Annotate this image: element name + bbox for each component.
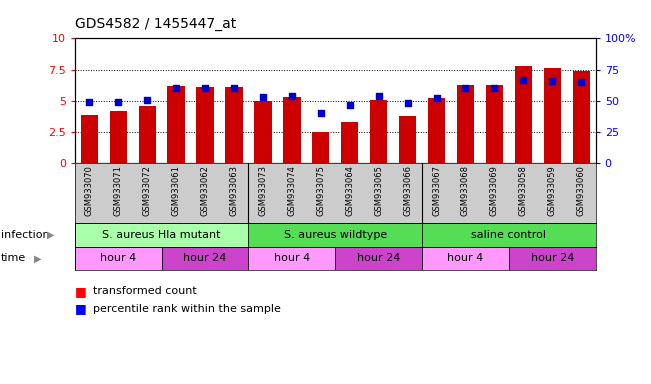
- Text: GSM933069: GSM933069: [490, 165, 499, 216]
- Text: GSM933062: GSM933062: [201, 165, 210, 216]
- Point: [229, 85, 239, 91]
- Bar: [544, 68, 561, 163]
- Text: percentile rank within the sample: percentile rank within the sample: [93, 304, 281, 314]
- Bar: [312, 132, 329, 163]
- Text: hour 4: hour 4: [100, 253, 137, 263]
- Bar: [225, 87, 243, 163]
- Text: GSM933059: GSM933059: [547, 165, 557, 216]
- Text: GSM933071: GSM933071: [114, 165, 123, 216]
- Text: GSM933072: GSM933072: [143, 165, 152, 216]
- Bar: [399, 116, 416, 163]
- Text: GSM933067: GSM933067: [432, 165, 441, 216]
- Bar: [81, 114, 98, 163]
- Point: [374, 93, 384, 99]
- Text: S. aureus Hla mutant: S. aureus Hla mutant: [102, 230, 221, 240]
- Text: ▶: ▶: [47, 230, 55, 240]
- Text: GSM933070: GSM933070: [85, 165, 94, 216]
- Point: [84, 99, 94, 105]
- Bar: [509, 247, 596, 270]
- Bar: [167, 86, 185, 163]
- Text: S. aureus wildtype: S. aureus wildtype: [284, 230, 387, 240]
- Bar: [197, 87, 214, 163]
- Point: [258, 94, 268, 100]
- Text: GDS4582 / 1455447_at: GDS4582 / 1455447_at: [75, 17, 236, 31]
- Bar: [428, 98, 445, 163]
- Bar: [139, 106, 156, 163]
- Text: ■: ■: [75, 302, 87, 315]
- Text: infection: infection: [1, 230, 49, 240]
- Bar: [572, 71, 590, 163]
- Point: [113, 99, 124, 105]
- Point: [547, 78, 557, 84]
- Bar: [161, 247, 249, 270]
- Bar: [515, 66, 532, 163]
- Bar: [249, 247, 335, 270]
- Bar: [422, 223, 596, 247]
- Point: [200, 85, 210, 91]
- Text: hour 4: hour 4: [273, 253, 310, 263]
- Text: ▶: ▶: [34, 253, 42, 263]
- Text: GSM933073: GSM933073: [258, 165, 268, 216]
- Text: time: time: [1, 253, 26, 263]
- Text: hour 4: hour 4: [447, 253, 484, 263]
- Bar: [109, 111, 127, 163]
- Text: hour 24: hour 24: [531, 253, 574, 263]
- Bar: [370, 99, 387, 163]
- Text: ■: ■: [75, 285, 87, 298]
- Bar: [75, 247, 161, 270]
- Point: [344, 101, 355, 108]
- Point: [432, 95, 442, 101]
- Point: [171, 85, 182, 91]
- Bar: [486, 84, 503, 163]
- Text: GSM933063: GSM933063: [230, 165, 238, 216]
- Text: GSM933074: GSM933074: [287, 165, 296, 216]
- Bar: [255, 101, 271, 163]
- Text: GSM933064: GSM933064: [345, 165, 354, 216]
- Point: [460, 85, 471, 91]
- Point: [286, 93, 297, 99]
- Text: GSM933061: GSM933061: [172, 165, 180, 216]
- Point: [316, 110, 326, 116]
- Text: transformed count: transformed count: [93, 286, 197, 296]
- Text: GSM933066: GSM933066: [403, 165, 412, 216]
- Bar: [457, 84, 474, 163]
- Point: [576, 79, 587, 85]
- Text: GSM933065: GSM933065: [374, 165, 383, 216]
- Text: hour 24: hour 24: [184, 253, 227, 263]
- Bar: [335, 247, 422, 270]
- Bar: [283, 97, 301, 163]
- Point: [402, 100, 413, 106]
- Point: [489, 85, 499, 91]
- Point: [142, 96, 152, 103]
- Bar: [341, 122, 359, 163]
- Text: GSM933058: GSM933058: [519, 165, 528, 216]
- Text: GSM933068: GSM933068: [461, 165, 470, 216]
- Text: GSM933060: GSM933060: [577, 165, 586, 216]
- Bar: [75, 223, 249, 247]
- Point: [518, 76, 529, 83]
- Text: hour 24: hour 24: [357, 253, 400, 263]
- Text: GSM933075: GSM933075: [316, 165, 326, 216]
- Text: saline control: saline control: [471, 230, 546, 240]
- Bar: [422, 247, 509, 270]
- Bar: [249, 223, 422, 247]
